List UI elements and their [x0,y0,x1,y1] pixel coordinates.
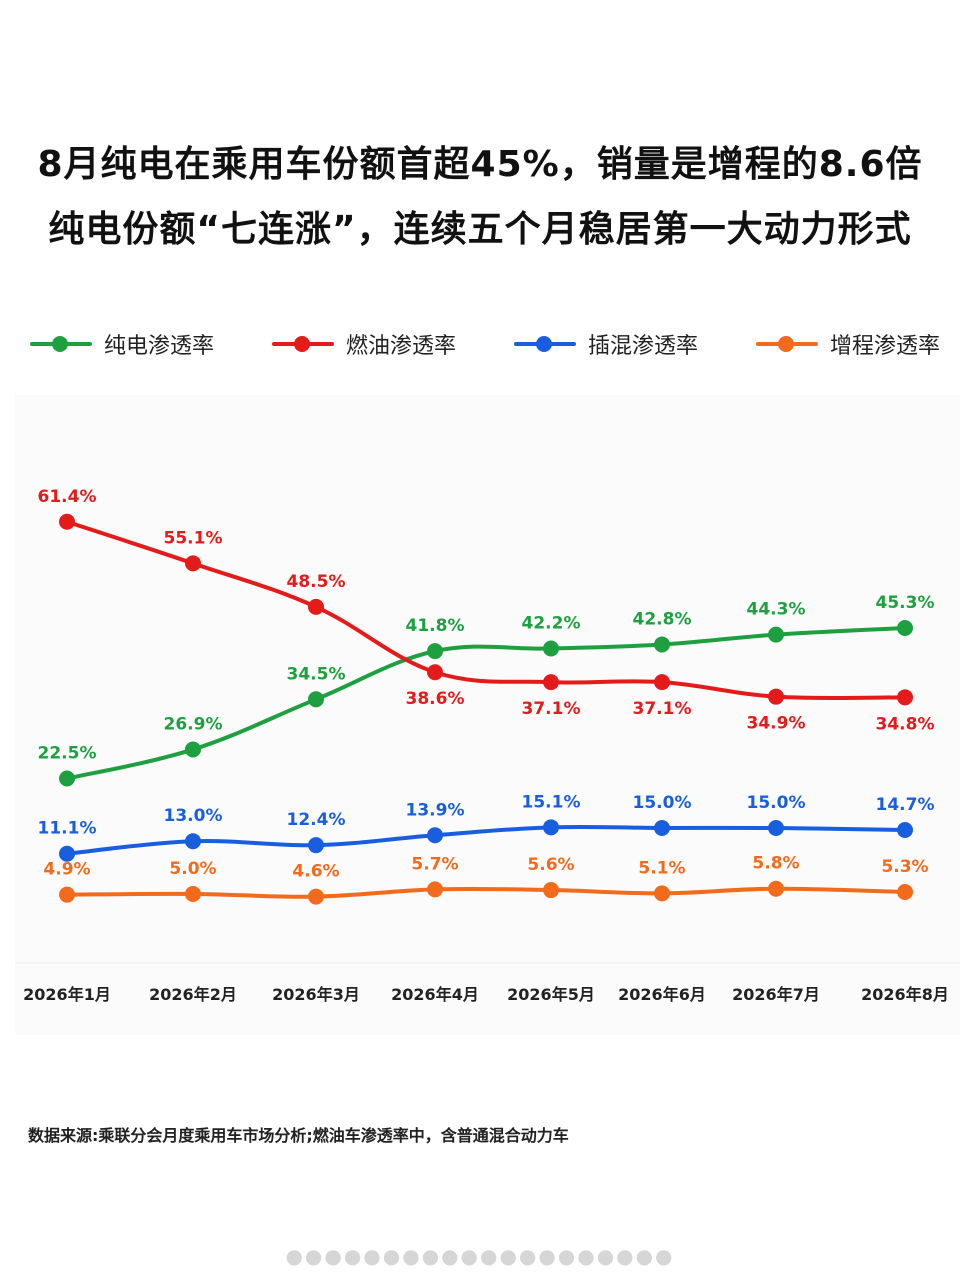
data-point-erev [897,884,913,901]
data-label-ice: 37.1% [522,699,581,719]
data-label-bev: 41.8% [406,616,465,636]
data-point-bev [185,741,201,758]
data-point-bev [308,691,324,708]
data-label-ice: 38.6% [406,689,465,709]
chart-title-line-1: 8月纯电在乘用车份额首超45%，销量是增程的8.6倍 [37,144,923,185]
legend-swatch-ice [271,336,334,352]
data-label-phev: 13.9% [406,800,465,820]
chart-title-line-2: 纯电份额“七连涨”，连续五个月稳居第一大动力形式 [48,209,912,250]
data-label-bev: 26.9% [164,714,223,734]
data-point-erev [308,888,324,905]
data-label-phev: 14.7% [876,795,935,815]
data-point-phev [768,820,784,836]
data-label-ice: 34.9% [747,714,806,734]
data-point-ice [768,688,784,705]
legend-swatch-erev [755,336,818,352]
legend-item-ice: 燃油渗透率 [271,328,456,360]
data-label-phev: 12.4% [287,810,346,830]
legend-swatch-phev [513,336,576,352]
legend-swatch-bev [30,336,92,352]
data-point-erev [185,886,201,902]
data-label-phev: 15.0% [633,793,692,813]
series-line-ice [65,519,907,701]
data-label-ice: 55.1% [164,528,223,548]
data-label-erev: 5.0% [169,859,216,879]
data-point-ice [897,689,913,706]
data-label-bev: 22.5% [38,744,97,764]
data-label-phev: 15.0% [747,793,806,813]
data-label-erev: 5.8% [752,854,799,874]
data-point-ice [654,674,670,691]
data-point-ice [185,555,201,572]
data-point-erev [654,885,670,902]
x-tick-label: 2026年7月 [732,985,820,1004]
data-label-phev: 11.1% [38,819,97,839]
data-point-erev [59,886,75,903]
x-tick-label: 2026年6月 [618,985,706,1004]
data-label-ice: 34.8% [876,714,935,734]
data-point-ice [543,674,559,691]
data-point-erev [427,881,443,898]
x-tick-label: 2026年8月 [861,985,949,1004]
data-label-erev: 5.3% [881,857,928,877]
x-tick-label: 2026年5月 [507,985,595,1004]
data-point-phev [897,821,913,838]
data-label-erev: 4.6% [292,862,339,882]
data-point-bev [59,770,75,787]
x-tick-label: 2026年4月 [391,985,479,1004]
legend-label-bev: 纯电渗透率 [104,334,215,359]
data-label-erev: 5.6% [527,855,574,875]
legend-label-ice: 燃油渗透率 [345,334,456,359]
legend-item-erev: 增程渗透率 [755,328,940,360]
data-point-ice [59,513,75,530]
data-point-erev [768,880,784,897]
x-tick-label: 2026年1月 [23,985,111,1004]
data-point-phev [185,833,201,850]
data-label-bev: 42.8% [633,610,692,630]
data-label-erev: 4.9% [43,860,90,880]
data-point-ice [427,664,443,681]
data-point-bev [654,636,670,653]
data-label-ice: 37.1% [633,699,692,719]
legend-label-erev: 增程渗透率 [829,334,940,359]
data-label-bev: 42.2% [522,613,581,633]
data-point-bev [768,626,784,643]
chart-area: 22.5% 26.9% 34.5% 41.8% 42.2% 42.8% 44.3% 45.3%… [15,395,960,1035]
data-label-bev: 45.3% [876,593,935,613]
data-point-erev [543,882,559,899]
legend: 纯电渗透率 燃油渗透率 插混渗透率 增程渗透率 [30,328,940,360]
data-point-bev [897,620,913,637]
data-label-bev: 34.5% [287,664,346,684]
data-point-phev [654,820,670,836]
data-label-phev: 15.1% [522,792,581,812]
data-point-phev [308,837,324,854]
x-tick-label: 2026年3月 [272,985,360,1004]
data-point-bev [427,643,443,660]
line-chart: 22.5% 26.9% 34.5% 41.8% 42.2% 42.8% 44.3% 45.3%… [15,487,960,1004]
data-label-erev: 5.7% [411,854,458,874]
legend-label-phev: 插混渗透率 [587,334,698,359]
data-label-bev: 44.3% [747,600,806,620]
series-line-bev [65,626,907,781]
data-point-phev [59,845,75,862]
legend-item-phev: 插混渗透率 [513,328,698,360]
data-point-ice [308,598,324,615]
footer-dots: ●●●●●●●●●●●●●●●●●●●● [285,1244,675,1268]
data-label-phev: 13.0% [164,806,223,826]
data-point-phev [543,819,559,836]
data-label-ice: 61.4% [38,487,97,507]
data-source-note: 数据来源:乘联分会月度乘用车市场分析;燃油车渗透率中，含普通混合动力车 [28,1126,569,1145]
x-tick-label: 2026年2月 [149,985,237,1004]
data-point-bev [543,640,559,657]
data-label-ice: 48.5% [287,572,346,592]
legend-item-bev: 纯电渗透率 [30,328,214,360]
data-point-phev [427,827,443,844]
data-label-erev: 5.1% [638,858,685,878]
